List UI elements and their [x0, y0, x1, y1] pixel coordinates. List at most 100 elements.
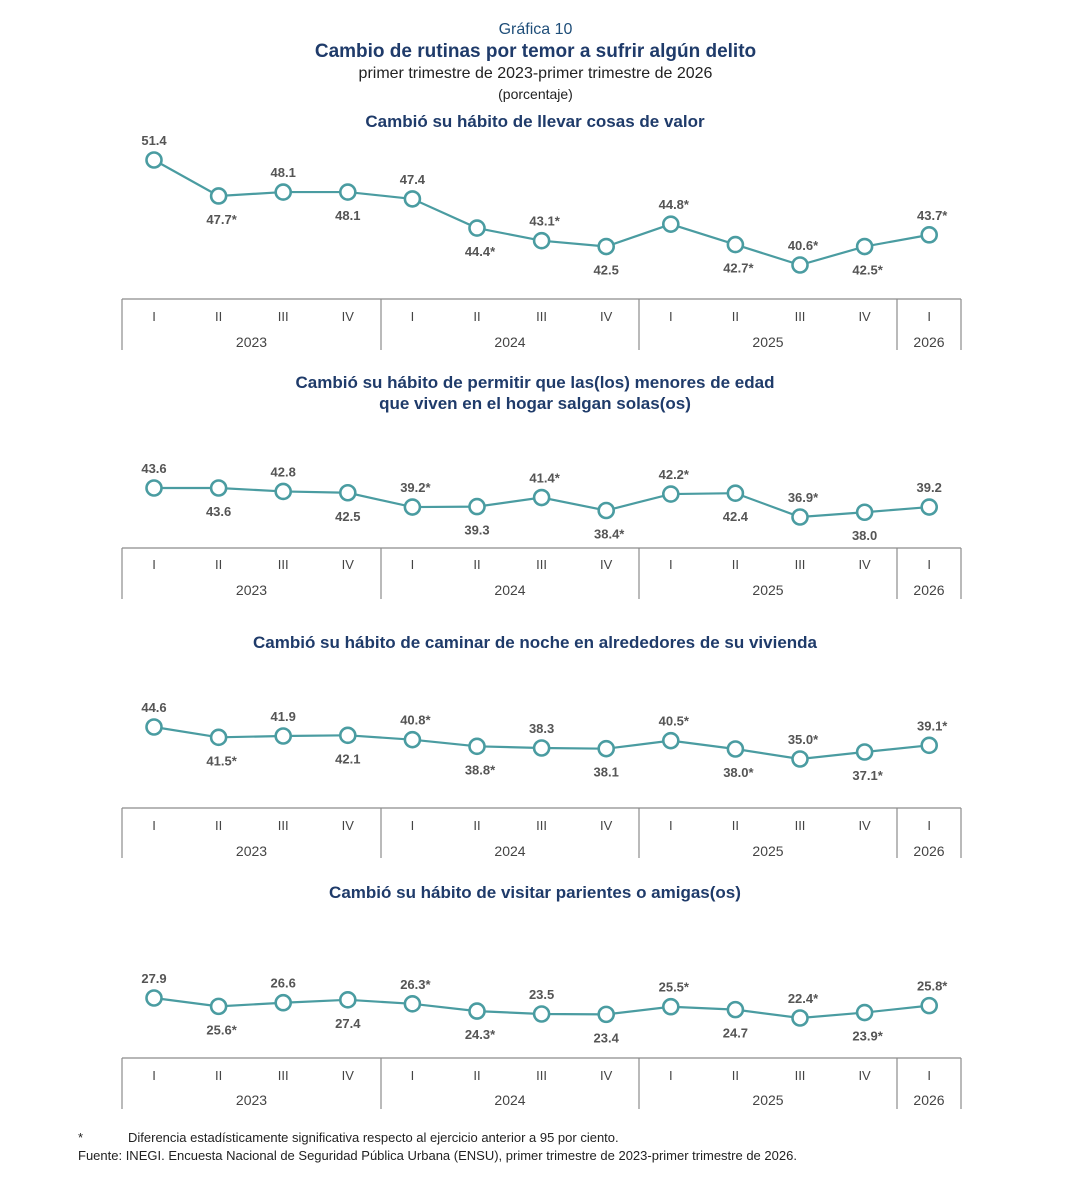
chart4-year-label: 2023 [236, 1092, 267, 1108]
chart2-quarter-label: IV [600, 557, 613, 572]
chart4-data-point [532, 1005, 551, 1023]
chart4-quarter-label: IV [600, 1068, 613, 1083]
chart3-quarter-label: IV [858, 818, 871, 833]
chart4-data-point [597, 1005, 616, 1024]
chart1-data-label: 42.7* [723, 261, 754, 276]
chart2-quarter-label: I [411, 557, 415, 572]
chart3-quarter-label: I [152, 818, 156, 833]
chart3-quarter-label: II [732, 818, 739, 833]
chart2-quarter-label: II [473, 557, 480, 572]
chart1-quarter-label: I [669, 309, 673, 324]
chart2-data-point [791, 508, 809, 526]
chart1-year-label: 2026 [913, 334, 944, 350]
chart1-data-point [209, 187, 228, 205]
chart4-data-label: 27.9 [141, 971, 166, 986]
chart4-data-point [145, 989, 163, 1007]
chart2-year-label: 2024 [494, 582, 525, 598]
chart1-data-point [920, 226, 939, 244]
chart3-data-label: 40.5* [659, 714, 690, 729]
chart2-data-label: 39.3 [464, 523, 489, 538]
chart4-data-label: 26.6 [271, 976, 296, 991]
chart1-quarter-label: I [152, 309, 156, 324]
chart1-data-point [661, 215, 680, 233]
chart3-data-label: 40.8* [400, 713, 431, 728]
chart3-data-label: 38.0* [723, 765, 754, 780]
chart4-data-point [855, 1003, 874, 1022]
chart4-data-point [403, 995, 422, 1013]
chart1-data-point [597, 237, 616, 256]
footnote-source: Fuente: INEGI. Encuesta Nacional de Segu… [78, 1148, 797, 1163]
chart2-data-label: 43.6 [206, 504, 231, 519]
chart4-quarter-label: II [732, 1068, 739, 1083]
chart-main-title: Cambio de rutinas por temor a sufrir alg… [314, 41, 757, 62]
chart3-data-label: 44.6 [141, 700, 166, 715]
chart1-year-label: 2023 [236, 334, 267, 350]
chart4-data-label: 26.3* [400, 977, 431, 992]
chart4-data-label: 23.4 [594, 1030, 620, 1045]
chart4-title: Cambió su hábito de visitar parientes o … [329, 883, 741, 902]
chart4-quarter-label: I [152, 1068, 156, 1083]
chart-subtitle: primer trimestre de 2023-primer trimestr… [358, 65, 713, 82]
chart3-data-point [468, 737, 486, 756]
chart1-quarter-label: III [278, 309, 289, 324]
chart-unit: (porcentaje) [498, 86, 573, 102]
chart3-data-point [274, 727, 293, 745]
chart1-quarter-label: I [411, 309, 415, 324]
chart4-quarter-label: III [278, 1068, 289, 1083]
chart2-data-label: 38.4* [594, 527, 625, 542]
chart1-data-label: 48.1 [335, 208, 360, 223]
chart4-data-label: 25.8* [917, 979, 948, 994]
chart3-data-label: 39.1* [917, 718, 948, 733]
chart3-quarter-label: I [411, 818, 415, 833]
chart2-title: Cambió su hábito de permitir que las(los… [296, 373, 775, 392]
chart4-quarter-label: II [473, 1068, 480, 1083]
chart2-data-point [274, 482, 293, 501]
chart4-data-point [791, 1009, 809, 1027]
chart3-data-label: 37.1* [852, 768, 883, 783]
chart1-quarter-label: II [473, 309, 480, 324]
chart3-data-label: 38.8* [465, 762, 496, 777]
chart1-data-point [855, 237, 874, 256]
chart2-year-label: 2023 [236, 582, 267, 598]
chart4-data-label: 24.3* [465, 1027, 496, 1042]
chart1-data-label: 44.4* [465, 244, 496, 259]
chart2-data-label: 43.6 [141, 461, 166, 476]
chart3-data-point [920, 736, 939, 755]
chart1-quarter-label: IV [342, 309, 355, 324]
chart2-year-label: 2025 [752, 582, 783, 598]
chart4-year-label: 2026 [913, 1092, 944, 1108]
chart1-data-point [532, 231, 551, 250]
chart2-quarter-label: II [732, 557, 739, 572]
chart2-data-point [468, 497, 486, 516]
chart2-data-point [145, 479, 163, 497]
chart2-data-label: 39.2 [917, 480, 942, 495]
chart1-quarter-label: II [732, 309, 739, 324]
chart4-quarter-label: IV [858, 1068, 871, 1083]
chart4-quarter-label: III [536, 1068, 547, 1083]
chart2-data-point [532, 488, 551, 507]
chart1-quarter-label: I [927, 309, 931, 324]
chart2-data-point [855, 503, 874, 522]
chart2-year-label: 2026 [913, 582, 944, 598]
chart3-year-label: 2026 [913, 843, 944, 859]
chart4-quarter-label: I [669, 1068, 673, 1083]
chart3-quarter-label: II [473, 818, 480, 833]
chart3-data-point [338, 726, 357, 745]
footnote-significance: * Diferencia estadísticamente significati… [78, 1130, 619, 1145]
chart3-year-label: 2025 [752, 843, 783, 859]
chart2-quarter-label: I [152, 557, 156, 572]
chart4-data-point [468, 1002, 486, 1020]
chart1-data-label: 44.8* [659, 197, 690, 212]
chart3-title: Cambió su hábito de caminar de noche en … [253, 633, 818, 652]
chart2-data-label: 42.5 [335, 509, 360, 524]
chart1-year-label: 2025 [752, 334, 783, 350]
chart2-data-point [209, 479, 228, 497]
chart3-data-point [532, 739, 551, 757]
chart2-quarter-label: I [927, 557, 931, 572]
chart4-year-label: 2025 [752, 1092, 783, 1108]
chart1-title: Cambió su hábito de llevar cosas de valo… [365, 112, 705, 131]
chart3-year-label: 2024 [494, 843, 525, 859]
chart1-data-point [145, 151, 163, 169]
chart4-year-label: 2024 [494, 1092, 525, 1108]
